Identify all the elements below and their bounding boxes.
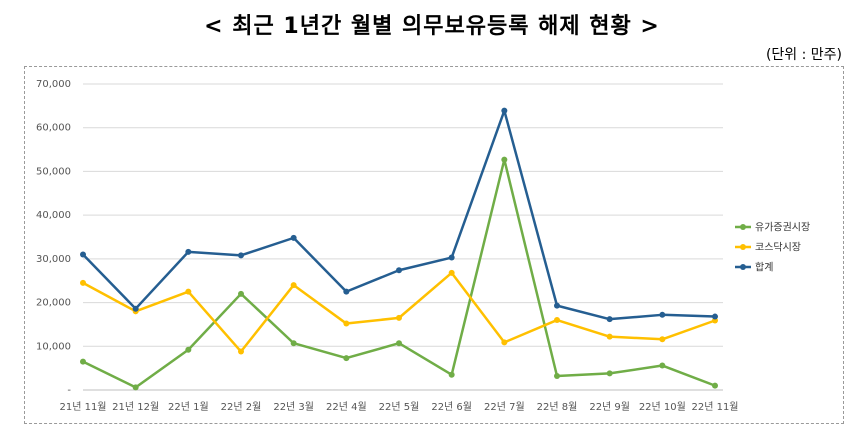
- gridlines: [83, 83, 723, 391]
- data-point: [659, 362, 666, 369]
- data-point: [343, 320, 350, 327]
- data-point: [554, 317, 560, 324]
- data-point: [290, 234, 297, 241]
- data-point: [501, 107, 508, 114]
- y-tick-label: -: [67, 385, 71, 396]
- data-point: [712, 313, 718, 320]
- x-tick-label: 22년 5월: [379, 401, 420, 413]
- line-chart: - 10,000 20,000 30,000 40,000 50,000 60,000 70,…: [36, 79, 810, 413]
- y-tick-label: 30,000: [36, 254, 71, 265]
- data-point: [396, 340, 402, 347]
- x-tick-label: 22년 9월: [589, 401, 630, 413]
- y-tick-label: 10,000: [36, 341, 71, 352]
- series-line: [82, 271, 716, 353]
- data-point: [238, 252, 244, 259]
- data-point: [80, 251, 86, 258]
- legend-label: 유가증권시장: [755, 222, 810, 234]
- x-tick-label: 22년 2월: [221, 401, 262, 413]
- data-point: [290, 340, 297, 347]
- y-tick-label: 40,000: [36, 210, 71, 221]
- x-tick-label: 22년 3월: [273, 401, 314, 413]
- data-point: [343, 355, 350, 362]
- x-tick-label: 22년 4월: [326, 401, 367, 413]
- legend-swatch-marker: [740, 244, 746, 250]
- data-point: [290, 282, 297, 289]
- x-tick-label: 22년 8월: [537, 401, 578, 413]
- x-tick-label: 21년 12월: [112, 401, 159, 413]
- y-tick-label: 20,000: [36, 298, 71, 309]
- data-point: [396, 267, 402, 274]
- data-point: [185, 288, 192, 295]
- data-point: [448, 254, 455, 261]
- data-point: [185, 248, 192, 255]
- series-group: [80, 107, 718, 391]
- data-point: [659, 311, 666, 318]
- data-point: [606, 333, 613, 340]
- x-tick-label: 22년 1월: [168, 401, 209, 413]
- x-tick-label: 21년 11월: [59, 401, 106, 413]
- data-point: [448, 371, 455, 378]
- legend-label: 코스닥시장: [755, 242, 801, 254]
- x-tick-label: 22년 10월: [639, 401, 686, 413]
- data-point: [659, 336, 666, 343]
- series-line: [82, 158, 716, 389]
- data-point: [554, 373, 560, 380]
- legend-label: 합계: [755, 262, 773, 274]
- data-point: [501, 156, 508, 163]
- data-point: [132, 305, 139, 312]
- x-tick-label: 22년 11월: [691, 401, 738, 413]
- data-point: [501, 339, 508, 346]
- data-point: [606, 370, 613, 377]
- legend-swatch-marker: [740, 264, 746, 270]
- x-axis: 21년 11월 21년 12월 22년 1월 22년 2월 22년 3월 22년 4월 22…: [59, 401, 738, 413]
- data-point: [396, 314, 402, 321]
- data-point: [185, 346, 192, 353]
- legend-swatch-marker: [740, 224, 746, 230]
- y-tick-label: 60,000: [36, 123, 71, 134]
- data-point: [606, 316, 613, 323]
- page-title: < 최근 1년간 월별 의무보유등록 해제 현황 >: [204, 14, 660, 39]
- x-tick-label: 22년 7월: [484, 401, 525, 413]
- y-axis: - 10,000 20,000 30,000 40,000 50,000 60,000 70,…: [36, 79, 71, 396]
- y-tick-label: 70,000: [36, 79, 71, 90]
- chart-frame: - 10,000 20,000 30,000 40,000 50,000 60,000 70,…: [24, 66, 844, 424]
- data-point: [80, 358, 86, 365]
- data-point: [132, 384, 139, 391]
- data-point: [712, 382, 718, 389]
- data-point: [238, 348, 244, 355]
- data-point: [238, 290, 244, 297]
- data-point: [80, 279, 86, 286]
- data-point: [554, 302, 560, 309]
- data-point: [448, 269, 455, 276]
- unit-label: (단위 : 만주): [765, 47, 842, 63]
- data-point: [343, 288, 350, 295]
- x-tick-label: 22년 6월: [431, 401, 472, 413]
- y-tick-label: 50,000: [36, 166, 71, 177]
